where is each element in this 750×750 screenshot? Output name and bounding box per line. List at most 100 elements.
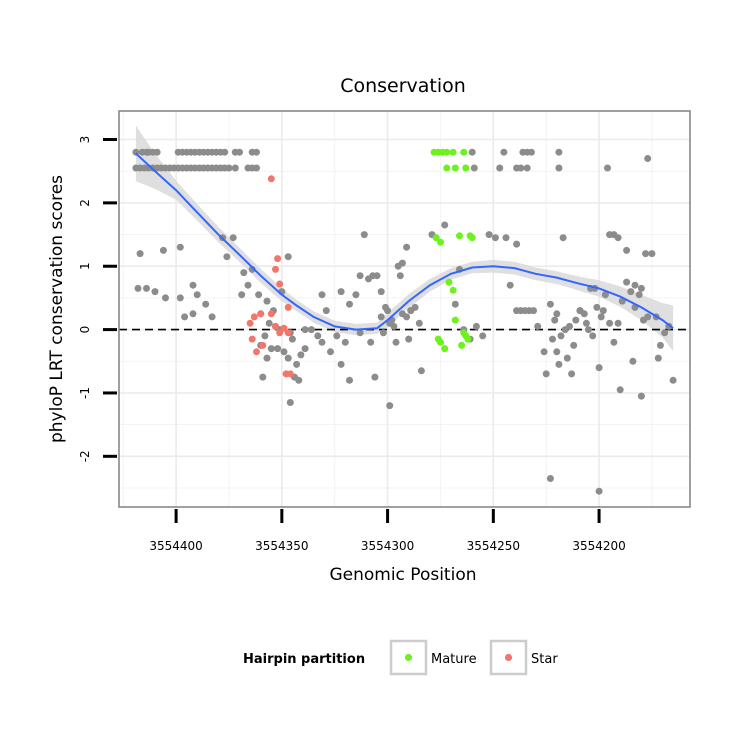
point-mature: [464, 335, 472, 343]
point-other: [280, 348, 288, 356]
point-other: [297, 351, 305, 359]
point-other: [637, 284, 645, 292]
point-other: [527, 148, 535, 156]
x-tick-label: 3554350: [255, 539, 308, 553]
point-other: [451, 300, 459, 308]
grid-lines: [119, 111, 690, 507]
point-other: [546, 300, 554, 308]
point-other: [506, 281, 514, 289]
point-other: [610, 338, 618, 346]
point-other: [553, 310, 561, 318]
point-other: [517, 164, 525, 172]
point-other: [468, 148, 476, 156]
point-star: [267, 310, 275, 318]
point-mature: [432, 234, 440, 242]
point-other: [265, 319, 273, 327]
point-star: [272, 322, 279, 330]
point-other: [176, 243, 184, 251]
point-other: [162, 294, 169, 302]
point-mature: [451, 164, 459, 172]
plot-panel-border: [118, 110, 691, 508]
point-other: [390, 322, 398, 330]
point-other: [352, 291, 360, 299]
point-other: [337, 360, 345, 368]
point-other: [288, 335, 296, 343]
point-mature: [462, 164, 470, 172]
point-other: [263, 297, 271, 305]
point-other: [134, 284, 142, 292]
point-star: [284, 329, 292, 337]
point-other: [356, 272, 364, 280]
point-other: [356, 329, 364, 337]
point-other: [523, 164, 531, 172]
point-star: [267, 175, 275, 183]
point-other: [642, 250, 650, 258]
point-other: [534, 322, 542, 330]
point-other: [229, 234, 237, 242]
point-mature: [441, 345, 449, 353]
chart-title: Conservation: [340, 75, 466, 97]
point-other: [286, 399, 294, 406]
point-other: [337, 288, 345, 296]
legend-title: Hairpin partition: [243, 652, 365, 667]
point-other: [274, 345, 282, 353]
point-star: [276, 280, 284, 288]
point-other: [470, 164, 478, 172]
point-other: [238, 291, 246, 299]
point-mature: [445, 278, 453, 286]
point-other: [614, 319, 622, 327]
point-other: [568, 370, 576, 378]
point-other: [346, 300, 353, 308]
point-other: [669, 376, 677, 384]
point-other: [599, 307, 607, 315]
point-other: [236, 148, 243, 156]
point-other: [407, 307, 415, 315]
point-star: [286, 370, 294, 378]
point-other: [601, 291, 609, 299]
point-other: [563, 354, 571, 362]
point-other: [293, 360, 301, 368]
point-other: [614, 234, 622, 242]
point-other: [193, 291, 201, 299]
point-other: [502, 234, 510, 242]
point-other: [479, 332, 487, 340]
point-other: [576, 307, 584, 315]
point-other: [585, 326, 592, 334]
point-other: [441, 221, 449, 229]
point-other: [371, 373, 379, 381]
point-star: [276, 329, 284, 337]
point-other: [597, 313, 605, 321]
point-other: [373, 272, 381, 280]
point-other: [555, 164, 563, 172]
point-other: [644, 313, 652, 321]
point-other: [595, 364, 603, 372]
point-mature: [458, 341, 466, 349]
point-other: [341, 338, 349, 346]
point-other: [255, 291, 263, 299]
y-tick-label: 2: [78, 199, 92, 207]
point-other: [263, 354, 271, 362]
point-other: [654, 354, 662, 362]
point-other: [136, 250, 144, 258]
point-other: [398, 259, 406, 267]
point-other: [307, 326, 315, 334]
point-other: [253, 148, 260, 156]
point-other: [496, 164, 504, 172]
point-star: [274, 255, 282, 263]
point-other: [472, 322, 480, 330]
scatter-points: [132, 148, 677, 495]
point-other: [589, 332, 597, 340]
point-other: [386, 402, 394, 410]
point-star: [272, 265, 279, 273]
point-other: [566, 322, 573, 330]
point-mature: [449, 286, 457, 294]
point-other: [314, 332, 322, 340]
point-other: [551, 316, 559, 324]
point-other: [629, 357, 637, 365]
point-other: [572, 316, 580, 324]
loess-smooth-line: [135, 152, 674, 331]
point-other: [570, 341, 578, 349]
point-other: [318, 338, 326, 346]
point-other: [244, 281, 252, 289]
point-mature: [443, 148, 451, 156]
